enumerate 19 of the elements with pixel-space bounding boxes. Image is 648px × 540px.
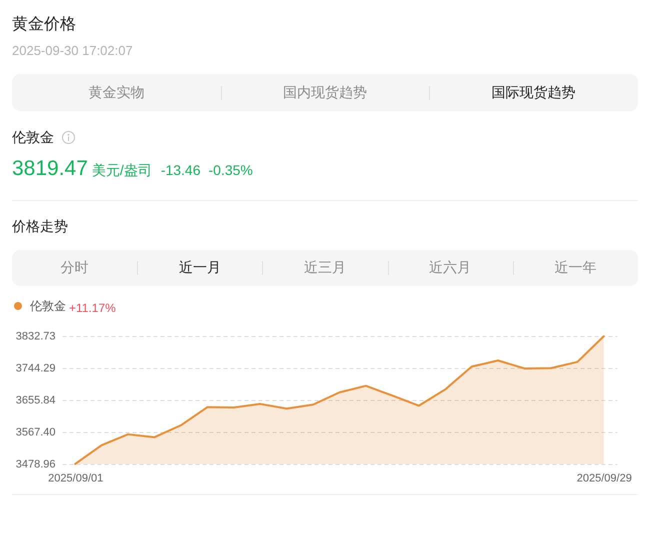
text: -0.35%	[208, 161, 253, 180]
text: 美元/盎司	[92, 161, 152, 180]
y-tick-label: 3478.96	[16, 458, 56, 470]
chart-subtitle: 2025-09-30 17:02:07	[12, 42, 133, 60]
tab-bar: 分时 近一月 近三月 近六月 近一年	[12, 250, 638, 286]
text: 3819.47	[12, 156, 88, 182]
y-tick-label: 3655.84	[16, 394, 56, 406]
chart-title: 黄金价格	[12, 14, 76, 35]
y-tick-label: 3744.29	[16, 362, 56, 374]
text: 价格走势	[12, 217, 68, 236]
y-tick-label: 3832.73	[16, 330, 56, 342]
text: +11.17%	[69, 300, 116, 316]
text: -13.46	[160, 161, 201, 180]
text: 伦敦金	[12, 128, 54, 147]
legend-label: 伦敦金	[30, 299, 66, 313]
x-tick-label: 2025/09/01	[48, 472, 104, 484]
tab-bar: 黄金实物 国内现货趋势 国际现货趋势	[12, 74, 638, 111]
y-tick-label: 3567.40	[16, 426, 56, 438]
x-tick-label: 2025/09/29	[576, 472, 632, 484]
